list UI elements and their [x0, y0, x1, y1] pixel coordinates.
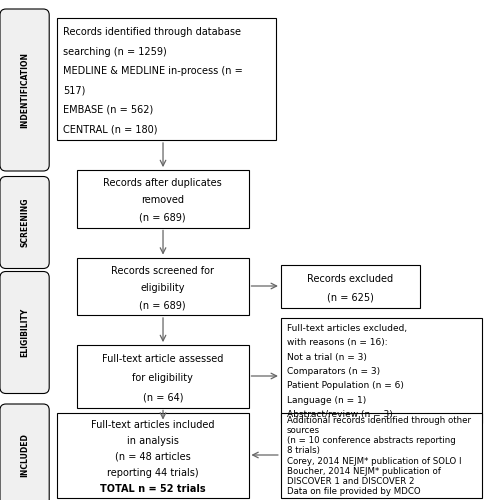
Text: Abstract/review (n = 3): Abstract/review (n = 3)	[287, 410, 393, 419]
Text: Full-text articles included: Full-text articles included	[91, 420, 215, 430]
FancyBboxPatch shape	[0, 272, 49, 394]
Text: Not a trial (n = 3): Not a trial (n = 3)	[287, 352, 367, 362]
Text: (n = 64): (n = 64)	[143, 392, 183, 402]
Text: eligibility: eligibility	[141, 283, 185, 293]
FancyBboxPatch shape	[57, 18, 276, 140]
Text: Data on file provided by MDCO: Data on file provided by MDCO	[287, 488, 420, 496]
Text: Full-text articles excluded,: Full-text articles excluded,	[287, 324, 407, 333]
Text: Additional records identified through other: Additional records identified through ot…	[287, 416, 471, 424]
Text: Full-text article assessed: Full-text article assessed	[102, 354, 224, 364]
FancyBboxPatch shape	[281, 412, 482, 498]
Text: (n = 689): (n = 689)	[140, 213, 186, 223]
Text: 8 trials): 8 trials)	[287, 446, 320, 456]
Text: Records screened for: Records screened for	[111, 266, 214, 276]
Text: CENTRAL (n = 180): CENTRAL (n = 180)	[63, 124, 158, 134]
FancyBboxPatch shape	[0, 404, 49, 500]
Text: (n = 48 articles: (n = 48 articles	[115, 452, 191, 462]
Text: for eligibility: for eligibility	[132, 373, 193, 383]
Text: EMBASE (n = 562): EMBASE (n = 562)	[63, 105, 154, 115]
Text: Comparators (n = 3): Comparators (n = 3)	[287, 367, 380, 376]
Text: reporting 44 trials): reporting 44 trials)	[107, 468, 199, 477]
FancyBboxPatch shape	[0, 9, 49, 171]
Text: 517): 517)	[63, 86, 85, 96]
FancyBboxPatch shape	[0, 176, 49, 268]
Text: in analysis: in analysis	[127, 436, 179, 446]
Text: (n = 625): (n = 625)	[327, 292, 374, 302]
FancyBboxPatch shape	[281, 318, 482, 422]
Text: Records excluded: Records excluded	[307, 274, 394, 284]
Text: removed: removed	[141, 196, 184, 205]
Text: DISCOVER 1 and DISCOVER 2: DISCOVER 1 and DISCOVER 2	[287, 477, 414, 486]
FancyBboxPatch shape	[77, 345, 248, 408]
FancyBboxPatch shape	[77, 170, 248, 228]
Text: ELIGIBILITY: ELIGIBILITY	[20, 308, 29, 357]
Text: (n = 689): (n = 689)	[140, 300, 186, 310]
FancyBboxPatch shape	[281, 265, 420, 308]
Text: Boucher, 2014 NEJM* publication of: Boucher, 2014 NEJM* publication of	[287, 467, 441, 476]
Text: MEDLINE & MEDLINE in-process (n =: MEDLINE & MEDLINE in-process (n =	[63, 66, 243, 76]
Text: sources: sources	[287, 426, 320, 435]
Text: searching (n = 1259): searching (n = 1259)	[63, 46, 167, 56]
Text: Records after duplicates: Records after duplicates	[103, 178, 222, 188]
Text: Language (n = 1): Language (n = 1)	[287, 396, 366, 404]
FancyBboxPatch shape	[77, 258, 248, 315]
Text: INCLUDED: INCLUDED	[20, 433, 29, 477]
Text: with reasons (n = 16):: with reasons (n = 16):	[287, 338, 387, 347]
Text: SCREENING: SCREENING	[20, 198, 29, 247]
Text: TOTAL n = 52 trials: TOTAL n = 52 trials	[100, 484, 206, 494]
Text: Patient Population (n = 6): Patient Population (n = 6)	[287, 382, 404, 390]
FancyBboxPatch shape	[57, 412, 248, 498]
Text: (n = 10 conference abstracts reporting: (n = 10 conference abstracts reporting	[287, 436, 456, 445]
Text: Corey, 2014 NEJM* publication of SOLO I: Corey, 2014 NEJM* publication of SOLO I	[287, 456, 461, 466]
Text: INDENTIFICATION: INDENTIFICATION	[20, 52, 29, 128]
Text: Records identified through database: Records identified through database	[63, 27, 241, 37]
